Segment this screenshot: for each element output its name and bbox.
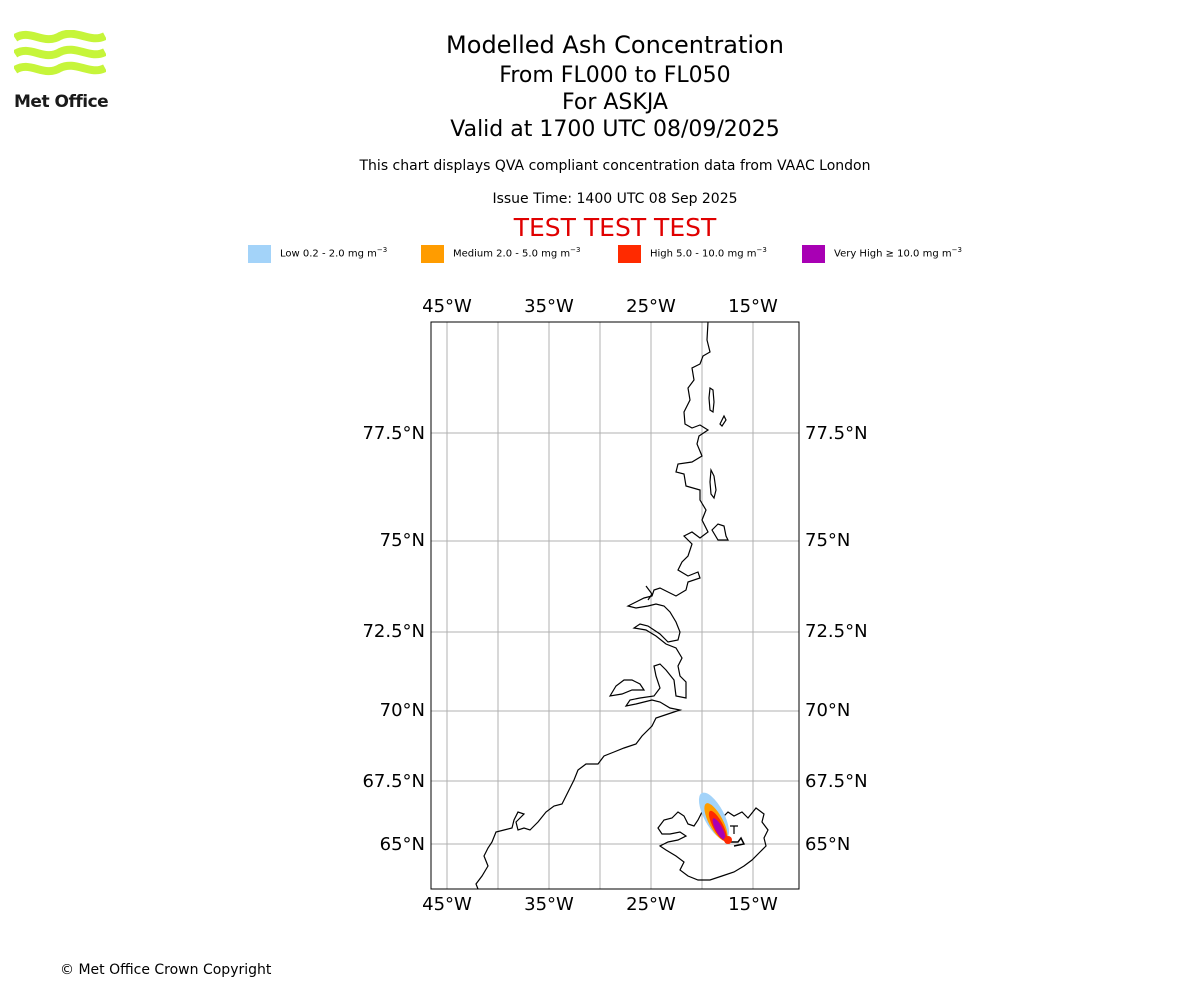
valid-time: Valid at 1700 UTC 08/09/2025 xyxy=(450,117,780,142)
ash-plume xyxy=(698,792,732,844)
volcano-marker xyxy=(726,836,746,847)
legend-label-high: High 5.0 - 10.0 mg m−3 xyxy=(650,246,767,260)
lat-tick-right-72-5n: 72.5°N xyxy=(805,621,868,642)
island-north-2 xyxy=(719,414,727,427)
logo-text: Met Office xyxy=(14,92,109,112)
test-banner: TEST TEST TEST xyxy=(513,213,717,242)
lon-tick-top-15w: 15°W xyxy=(728,296,778,317)
met-office-logo: Met Office xyxy=(12,29,109,112)
lon-tick-bottom-45w: 45°W xyxy=(422,894,472,915)
issue-time: Issue Time: 1400 UTC 08 Sep 2025 xyxy=(492,191,738,207)
met-office-wave-icon xyxy=(12,29,107,76)
greenland-fjord-2 xyxy=(645,585,653,601)
legend-label-low: Low 0.2 - 2.0 mg m−3 xyxy=(280,246,388,260)
map-frame xyxy=(430,321,800,890)
chart-title: Modelled Ash Concentration xyxy=(446,31,784,59)
lat-tick-left-77-5n: 77.5°N xyxy=(362,423,425,444)
lon-tick-bottom-15w: 15°W xyxy=(728,894,778,915)
lon-tick-bottom-25w: 25°W xyxy=(626,894,676,915)
greenland-fjord xyxy=(608,679,646,697)
greenland-coastline xyxy=(475,321,711,890)
lat-tick-right-67-5n: 67.5°N xyxy=(805,771,868,792)
lat-tick-left-65n: 65°N xyxy=(380,834,425,855)
legend-swatch-low xyxy=(248,245,271,263)
lat-tick-right-75n: 75°N xyxy=(805,530,850,551)
legend-swatch-high xyxy=(618,245,641,263)
legend-label-very-high: Very High ≥ 10.0 mg m−3 xyxy=(834,246,962,260)
lat-tick-right-65n: 65°N xyxy=(805,834,850,855)
island-north-1 xyxy=(708,386,715,414)
lon-tick-top-35w: 35°W xyxy=(524,296,574,317)
lat-tick-left-67-5n: 67.5°N xyxy=(362,771,425,792)
island-north-3 xyxy=(709,467,717,500)
copyright-notice: © Met Office Crown Copyright xyxy=(60,962,272,978)
lat-tick-right-70n: 70°N xyxy=(805,700,850,721)
lon-tick-bottom-35w: 35°W xyxy=(524,894,574,915)
lat-tick-left-72-5n: 72.5°N xyxy=(362,621,425,642)
flight-level-range: From FL000 to FL050 xyxy=(499,63,731,88)
lon-tick-top-25w: 25°W xyxy=(626,296,676,317)
map-gridlines xyxy=(431,322,799,889)
iceland-detail xyxy=(730,825,738,834)
volcano-name: For ASKJA xyxy=(562,90,668,115)
lon-tick-top-45w: 45°W xyxy=(422,296,472,317)
lat-tick-right-77-5n: 77.5°N xyxy=(805,423,868,444)
legend-label-medium: Medium 2.0 - 5.0 mg m−3 xyxy=(453,246,581,260)
lat-tick-left-70n: 70°N xyxy=(380,700,425,721)
lat-tick-left-75n: 75°N xyxy=(380,530,425,551)
legend-swatch-medium xyxy=(421,245,444,263)
chart-description: This chart displays QVA compliant concen… xyxy=(359,158,871,174)
iceland-coastline xyxy=(657,807,769,881)
island-north-4 xyxy=(711,523,729,541)
legend-swatch-very-high xyxy=(802,245,825,263)
